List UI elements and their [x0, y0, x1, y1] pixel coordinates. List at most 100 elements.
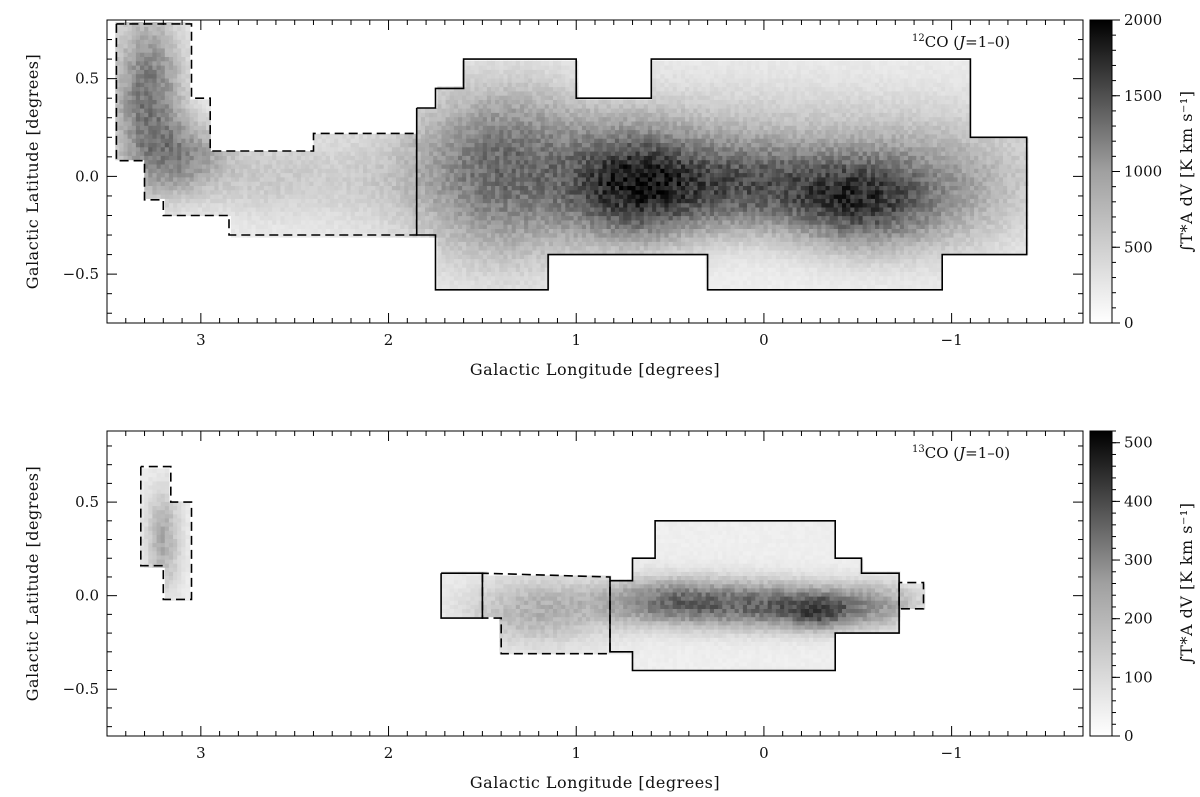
- p0-map-cell: [610, 194, 616, 199]
- p0-map-cell: [119, 95, 125, 100]
- p0-map-cell: [614, 228, 620, 234]
- p0-map-cell: [544, 103, 550, 109]
- p0-map-cell: [458, 215, 463, 221]
- p0-map-cell: [515, 82, 521, 88]
- p0-map-cell: [486, 133, 492, 139]
- p0-map-cell: [214, 168, 220, 174]
- p0-map-cell: [614, 219, 620, 225]
- p0-map-cell: [462, 262, 467, 268]
- p0-map-cell: [544, 249, 550, 255]
- p0-map-cell: [524, 245, 529, 251]
- p0-map-cell: [197, 120, 203, 126]
- p0-map-cell: [202, 125, 207, 131]
- p0-map-cell: [123, 151, 129, 156]
- p0-map-cell: [548, 99, 554, 105]
- p0-map-cell: [482, 284, 488, 290]
- p0-map-cell: [697, 237, 703, 242]
- p0-map-cell: [573, 241, 579, 247]
- p0-map-cell: [495, 151, 500, 156]
- p0-map-cell: [391, 181, 397, 186]
- p0-map-cell: [441, 146, 447, 152]
- p0-map-cell: [144, 77, 149, 83]
- p0-map-cell: [214, 181, 220, 186]
- p0-map-cell: [156, 39, 162, 45]
- p0-map-cell: [685, 189, 690, 195]
- p0-map-cell: [305, 194, 310, 199]
- p0-map-cell: [573, 185, 579, 191]
- p0-map-cell: [491, 228, 496, 234]
- p0-map-cell: [693, 211, 699, 217]
- p0-map-cell: [639, 189, 645, 195]
- p0-map-cell: [470, 90, 476, 96]
- p0-map-cell: [647, 215, 653, 221]
- p0-map-cell: [400, 185, 405, 191]
- p0-map-cell: [528, 211, 533, 217]
- p0-map-cell: [491, 77, 496, 83]
- p0-map-cell: [404, 163, 409, 169]
- p0-map-cell: [647, 168, 653, 174]
- p0-map-cell: [383, 206, 389, 212]
- p0-map-cell: [458, 189, 463, 195]
- p0-map-cell: [218, 163, 224, 169]
- p0-map-cell: [391, 176, 397, 182]
- p0-map-cell: [565, 69, 570, 75]
- p0-map-cell: [495, 103, 500, 109]
- p0-map-cell: [532, 108, 537, 113]
- p0-map-cell: [462, 69, 467, 75]
- p0-map-cell: [668, 224, 674, 229]
- p0-map-cell: [449, 129, 455, 135]
- p0-map-cell: [569, 198, 575, 204]
- p0-map-cell: [462, 159, 467, 165]
- p0-map-cell: [226, 168, 232, 174]
- p0-map-cell: [643, 138, 649, 143]
- p0-map-cell: [383, 146, 389, 152]
- p0-map-cell: [577, 151, 583, 156]
- p0-map-cell: [681, 232, 686, 238]
- p0-map-cell: [400, 163, 405, 169]
- p0-map-cell: [445, 142, 451, 148]
- p0-map-cell: [524, 108, 529, 113]
- p0-map-cell: [181, 142, 186, 148]
- p0-map-cell: [247, 194, 253, 199]
- p0-map-cell: [433, 151, 438, 156]
- p0-map-cell: [193, 172, 199, 178]
- p0-map-cell: [350, 215, 356, 221]
- p0-map-cell: [503, 271, 509, 277]
- p0-map-cell: [115, 138, 120, 143]
- p0-map-cell: [573, 99, 579, 105]
- p0-map-cell: [346, 133, 352, 139]
- p0-map-cell: [652, 189, 657, 195]
- p0-map-cell: [185, 47, 191, 53]
- p0-map-cell: [524, 172, 529, 178]
- p0-map-cell: [643, 189, 649, 195]
- p0-map-cell: [160, 65, 166, 70]
- p0-map-cell: [639, 112, 645, 118]
- p0-map-cell: [540, 249, 546, 255]
- p0-map-cell: [486, 112, 492, 118]
- p0-map-cell: [330, 138, 335, 143]
- p0-map-cell: [371, 172, 376, 178]
- p0-map-cell: [553, 116, 558, 122]
- p0-map-cell: [524, 112, 529, 118]
- p0-map-cell: [536, 219, 542, 225]
- p0-map-cell: [619, 108, 624, 113]
- p0-map-cell: [561, 116, 566, 122]
- p0-map-cell: [441, 198, 447, 204]
- p0-map-cell: [474, 198, 480, 204]
- p0-map-cell: [115, 34, 120, 40]
- p0-map-cell: [581, 129, 587, 135]
- p0-map-cell: [313, 215, 319, 221]
- p0-map-cell: [478, 142, 484, 148]
- p0-map-cell: [544, 232, 550, 238]
- p0-map-cell: [503, 219, 509, 225]
- p0-map-cell: [532, 129, 537, 135]
- p0-map-cell: [581, 237, 587, 242]
- p0-map-cell: [697, 129, 703, 135]
- p0-map-cell: [449, 237, 455, 242]
- p0-map-cell: [495, 202, 500, 208]
- p0-map-cell: [453, 215, 459, 221]
- p0-map-cell: [660, 202, 665, 208]
- p0-map-cell: [681, 129, 686, 135]
- p0-map-cell: [511, 129, 517, 135]
- p0-map-cell: [561, 219, 566, 225]
